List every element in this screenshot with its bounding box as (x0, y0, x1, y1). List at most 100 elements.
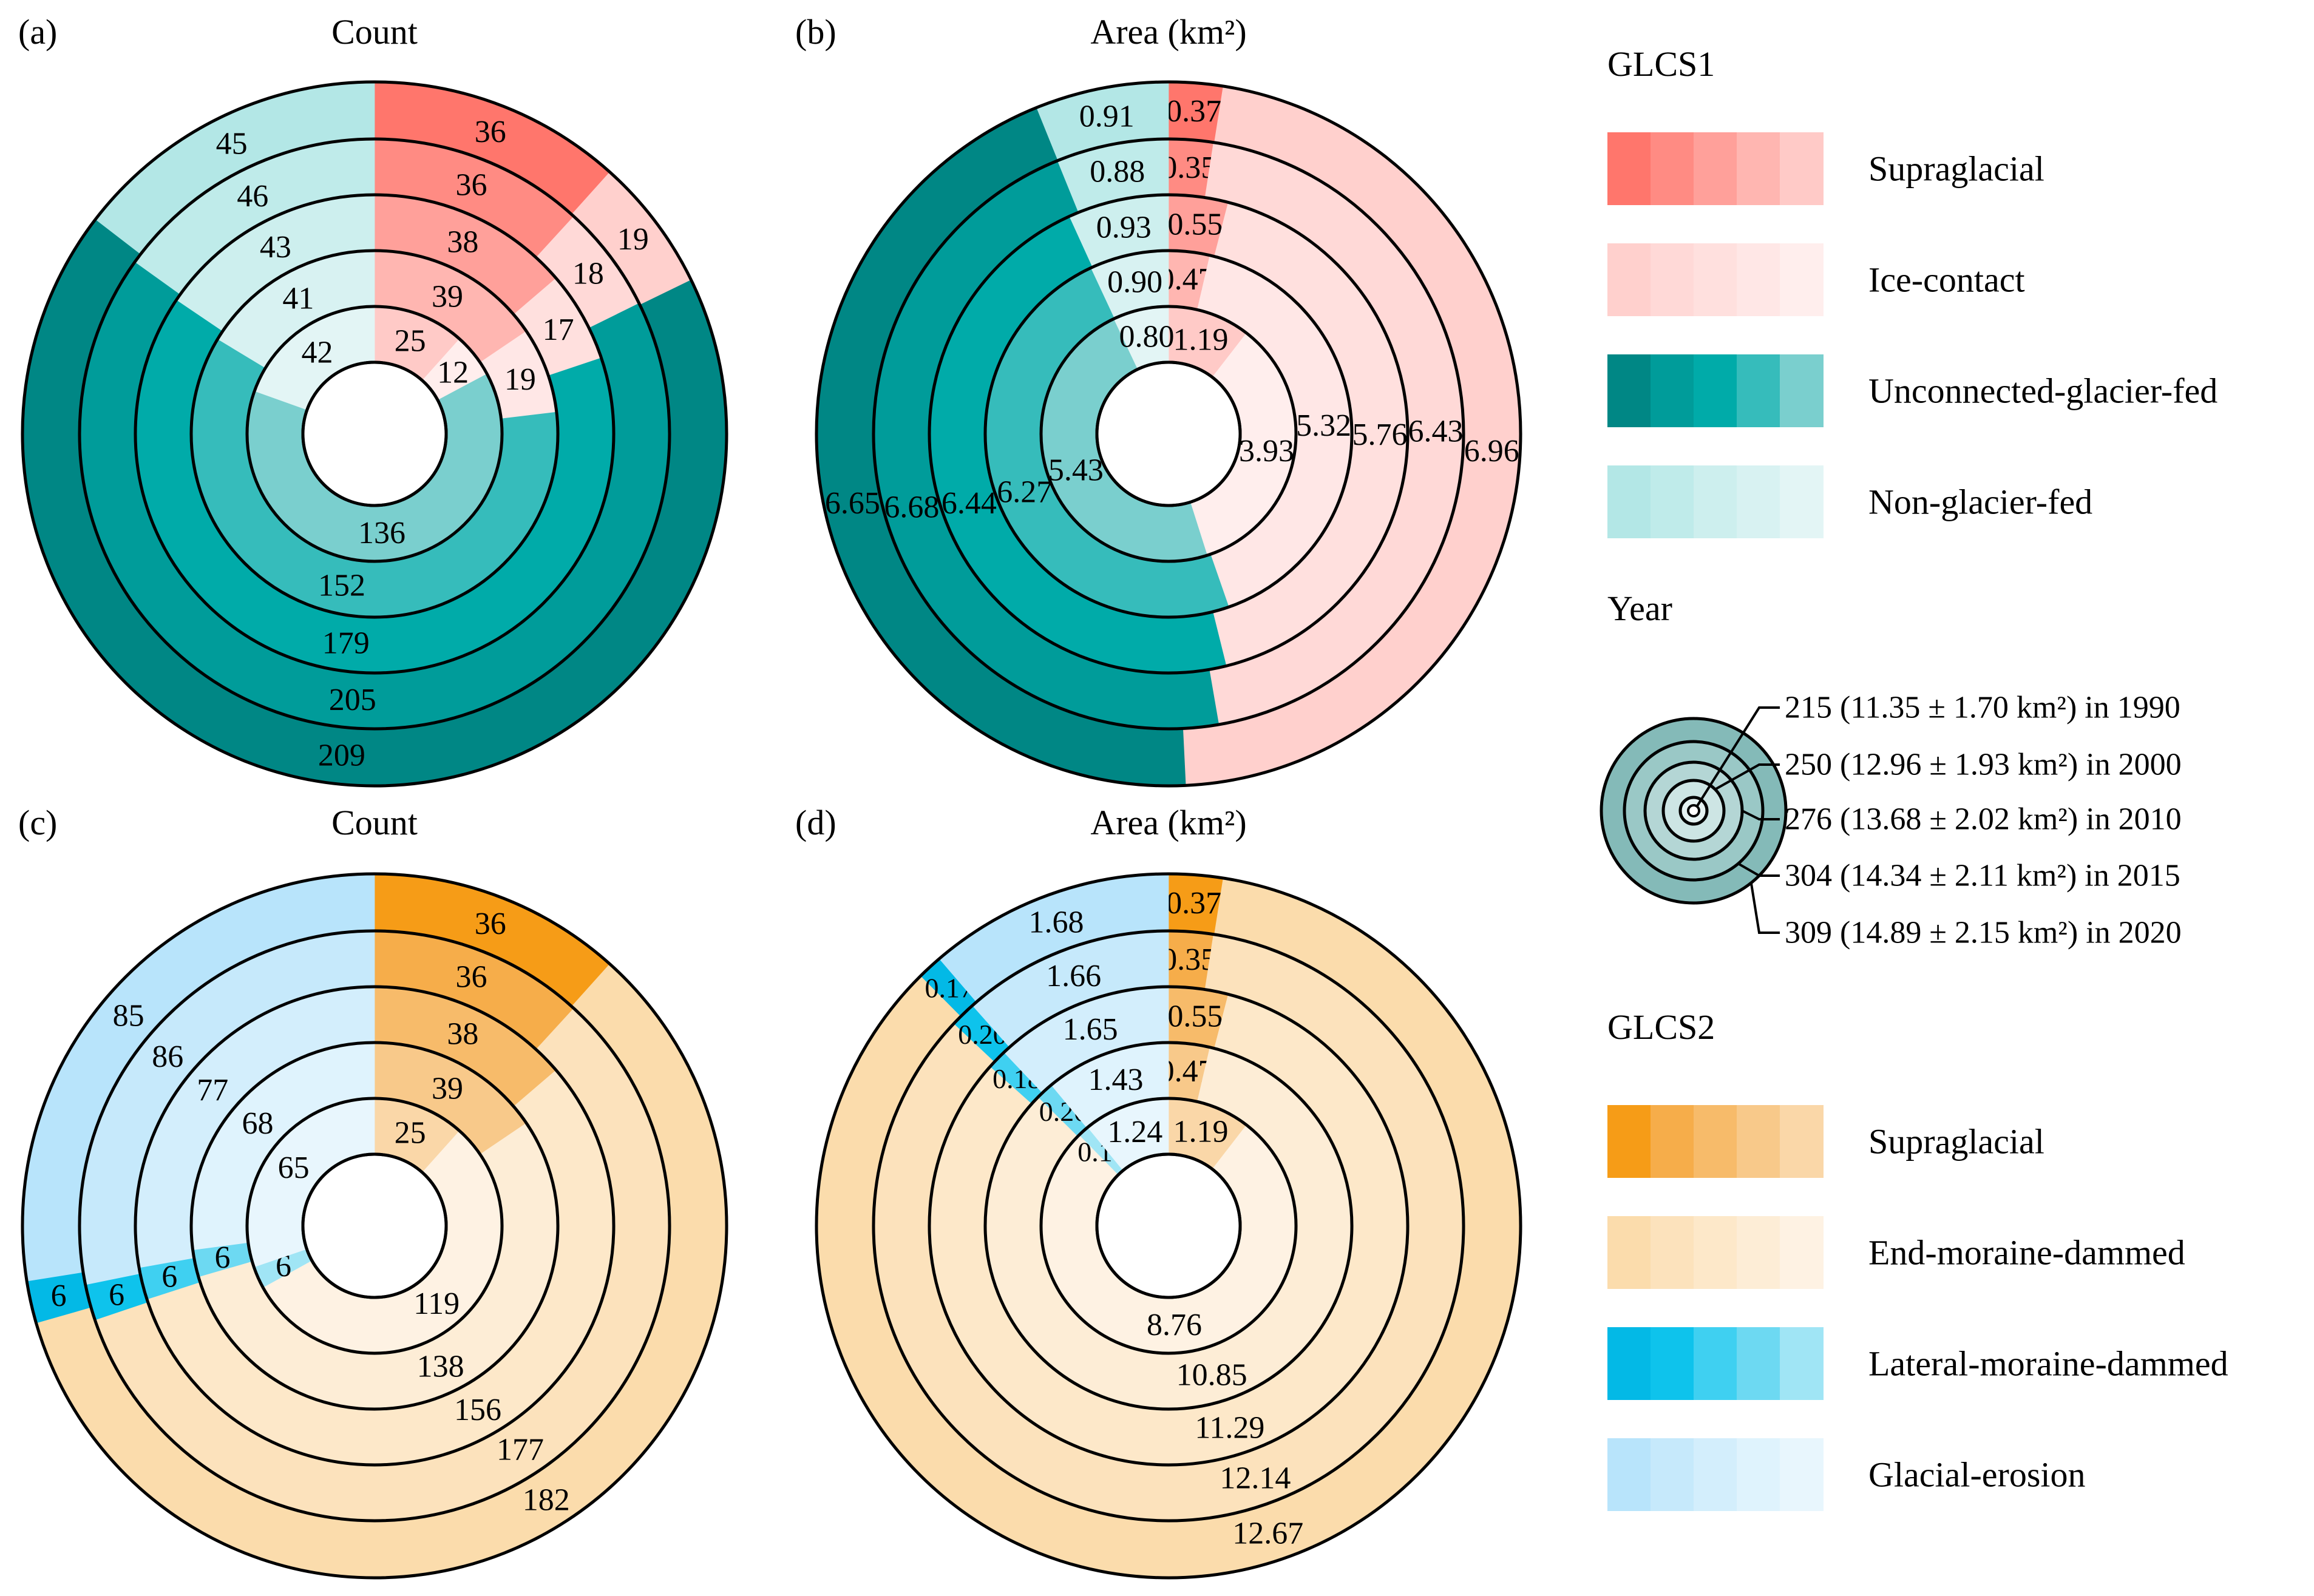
panel-title: Area (km²) (1090, 12, 1246, 52)
panel-title: Count (331, 803, 418, 842)
ring-outline (983, 1041, 1354, 1411)
donut-hole (1098, 363, 1239, 504)
panel-b: (b) Area (km²)1.193.935.430.800.475.326.2… (795, 12, 1522, 788)
donut-hole (1098, 1155, 1239, 1296)
chart-panels: (a) Count25121364239191524138171794336182… (18, 12, 1522, 1580)
legend-swatch (1737, 1105, 1780, 1178)
legend-glcs1-items: Supraglacial Ice-contact Unconnected-glaci… (1607, 132, 2217, 538)
legend-swatch (1694, 1105, 1737, 1178)
legend-label: Glacial-erosion (1868, 1455, 2086, 1495)
slice-label: 1.65 (1063, 1012, 1118, 1047)
slice-label: 25 (395, 1115, 426, 1150)
year-ring-center (1687, 804, 1700, 817)
slice-label: 38 (447, 1016, 478, 1051)
ring-outline (1039, 1097, 1298, 1355)
slice-label: 39 (432, 1071, 463, 1106)
ring-outline (245, 1097, 504, 1355)
legend-swatch (1651, 354, 1694, 427)
slice-label: 177 (497, 1432, 544, 1467)
legend-swatch (1607, 1216, 1651, 1289)
legend-item-ice-contact: Ice-contact (1607, 243, 2025, 316)
ring-outline (189, 249, 560, 619)
legend-swatch (1694, 354, 1737, 427)
slice-label: 12.14 (1220, 1461, 1291, 1496)
legend-swatch (1607, 354, 1651, 427)
slice-label: 45 (216, 126, 248, 161)
slice-label: 38 (447, 225, 478, 259)
slice-label: 12.67 (1232, 1517, 1303, 1551)
ring-outline (815, 872, 1522, 1580)
legend-label: Ice-contact (1868, 260, 2025, 300)
slice-label: 152 (318, 569, 365, 603)
slice-label: 0.35 (1161, 150, 1216, 185)
legend-swatch (1780, 1327, 1824, 1400)
ring-outline (78, 137, 671, 731)
donut-hole (304, 1155, 445, 1296)
slice-label: 36 (455, 959, 487, 994)
slice-label: 205 (329, 683, 376, 717)
year-entry: 215 (11.35 ± 1.70 km²) in 1990 (1785, 691, 2180, 725)
slice-label: 42 (302, 335, 333, 370)
legend-swatch (1651, 1105, 1694, 1178)
panel-title: Area (km²) (1090, 803, 1246, 842)
year-entry: 276 (13.68 ± 2.02 km²) in 2010 (1785, 802, 2182, 837)
legend-swatch (1651, 1327, 1694, 1400)
ring-outline (1039, 305, 1298, 563)
ring-outline (928, 193, 1410, 675)
slice-label: 119 (413, 1287, 460, 1321)
ring-outline (245, 305, 504, 563)
legend-swatch (1607, 1105, 1651, 1178)
legend-swatch (1607, 243, 1651, 316)
slice-label: 0.90 (1107, 265, 1162, 300)
legend-swatch (1694, 243, 1737, 316)
slice-label: 77 (197, 1073, 228, 1107)
ring-outline (1095, 360, 1242, 507)
slice-label: 0.55 (1167, 999, 1223, 1033)
slice-label: 6 (109, 1278, 124, 1313)
legend-swatch (1780, 132, 1824, 205)
slice-label: 36 (475, 907, 506, 941)
ring-outline (134, 985, 616, 1467)
ring-outline (872, 137, 1465, 731)
slice-label: 1.66 (1046, 959, 1101, 993)
legend-swatch (1651, 243, 1694, 316)
ring-outline (189, 1041, 560, 1411)
slice-label: 39 (432, 279, 463, 314)
slice-label: 156 (454, 1393, 501, 1427)
legend-item-unconnected: Unconnected-glacier-fed (1607, 354, 2217, 427)
slice-label: 1.19 (1173, 322, 1229, 357)
year-leader-line (1750, 883, 1780, 934)
legend-swatch (1737, 354, 1780, 427)
slice-label: 182 (523, 1483, 570, 1517)
slice-label: 5.76 (1352, 418, 1407, 452)
panel-label: (b) (795, 12, 836, 52)
legend-swatch (1607, 465, 1651, 538)
legend-glcs2-heading: GLCS2 (1607, 1007, 1715, 1047)
slice-label: 68 (242, 1106, 273, 1141)
legend-label: Unconnected-glacier-fed (1868, 371, 2217, 411)
slice-label: 6 (161, 1260, 177, 1294)
legend-item-non-glacier: Non-glacier-fed (1607, 465, 2092, 538)
legend-label: Supraglacial (1868, 1122, 2044, 1161)
panel-a: (a) Count 25 12 136 42 39 19 152 41 38 17 179 43 36 18 2… (18, 12, 728, 788)
year-entry: 309 (14.89 ± 2.15 km²) in 2020 (1785, 916, 2182, 950)
year-entry: 304 (14.34 ± 2.11 km²) in 2015 (1785, 859, 2180, 893)
legend-glcs2: GLCS2 Supraglacial End-moraine-dammed Late… (1607, 1007, 2228, 1511)
legend-item-end-moraine: End-moraine-dammed (1607, 1216, 2185, 1289)
year-leader-line (1714, 763, 1780, 791)
ring-outline (301, 1152, 448, 1299)
ring-outline (872, 929, 1465, 1523)
ring-outline (928, 985, 1410, 1467)
slice-label: 0.37 (1166, 94, 1221, 129)
slice-label: 5.32 (1296, 408, 1351, 443)
slice-label: 6 (51, 1279, 67, 1313)
legend-swatch (1780, 1438, 1824, 1511)
donut-hole (304, 363, 445, 504)
year-leader-line (1742, 810, 1780, 820)
slice-label: 65 (278, 1151, 310, 1185)
ring-outline (21, 872, 728, 1580)
slice-label: 179 (322, 626, 370, 660)
slice-label: 25 (395, 323, 426, 358)
panel-title: Count (331, 12, 418, 52)
legend-year: Year 215 (11.35 ± 1.70 km²) in 1990 250 (… (1600, 589, 2182, 950)
